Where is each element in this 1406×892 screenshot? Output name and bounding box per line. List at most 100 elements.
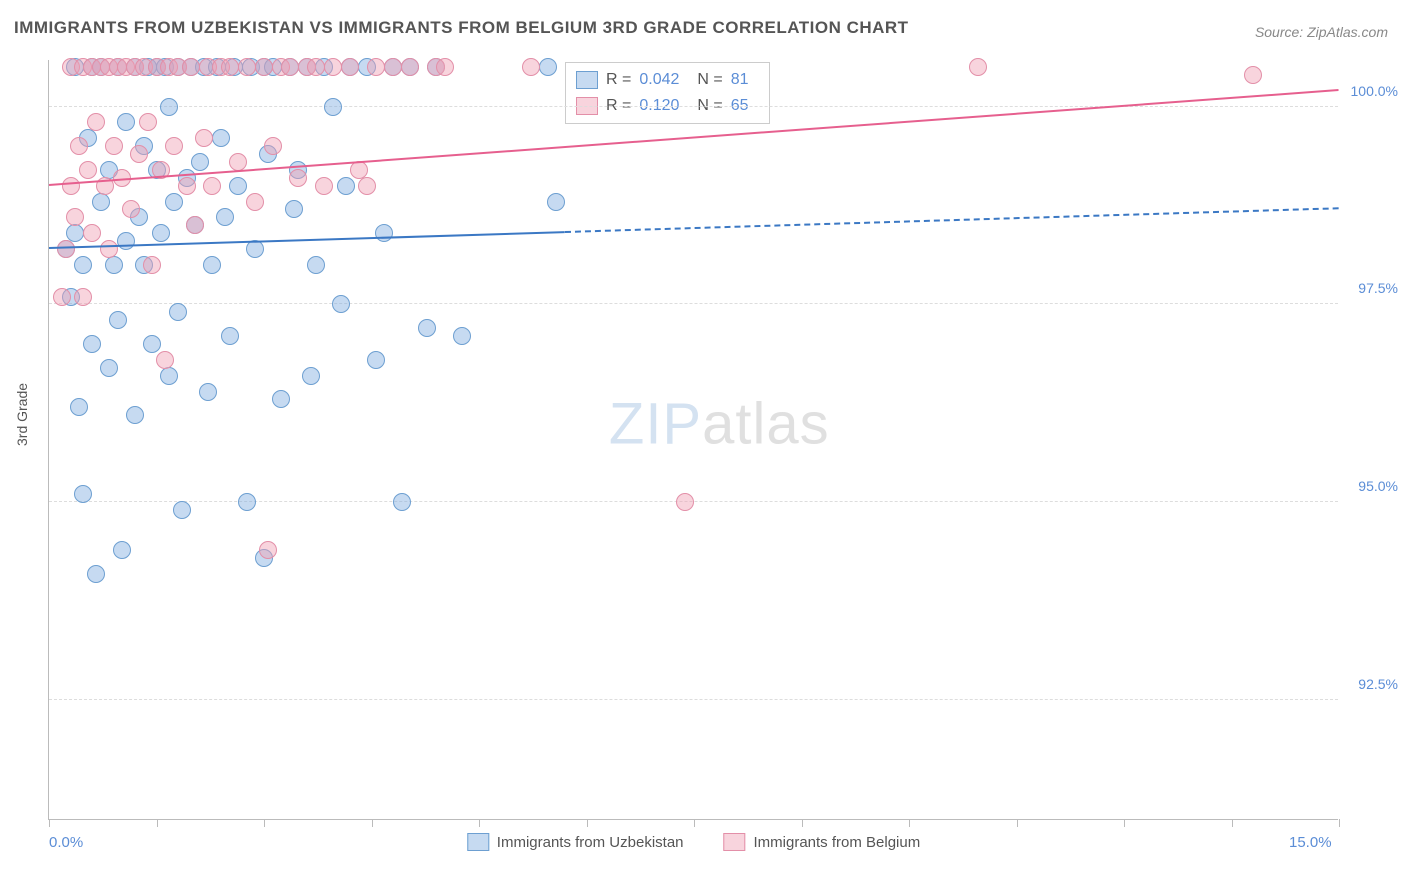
data-point-uzbekistan	[87, 565, 105, 583]
y-axis-label: 3rd Grade	[14, 383, 30, 446]
data-point-uzbekistan	[285, 200, 303, 218]
data-point-uzbekistan	[203, 256, 221, 274]
legend-n-label: N =	[697, 71, 722, 89]
data-point-uzbekistan	[74, 485, 92, 503]
data-point-uzbekistan	[83, 335, 101, 353]
data-point-belgium	[307, 58, 325, 76]
x-tick	[802, 819, 803, 827]
x-tick	[372, 819, 373, 827]
plot-area: ZIPatlas R =0.042N =81R =0.120N =65 Immi…	[48, 60, 1338, 820]
data-point-belgium	[358, 177, 376, 195]
data-point-belgium	[255, 58, 273, 76]
data-point-belgium	[62, 177, 80, 195]
data-point-uzbekistan	[238, 493, 256, 511]
data-point-belgium	[324, 58, 342, 76]
watermark: ZIPatlas	[609, 391, 830, 458]
gridline	[49, 699, 1338, 700]
data-point-belgium	[676, 493, 694, 511]
legend-r-value: 0.042	[639, 71, 689, 89]
data-point-belgium	[130, 145, 148, 163]
data-point-belgium	[74, 288, 92, 306]
data-point-uzbekistan	[70, 398, 88, 416]
data-point-uzbekistan	[375, 224, 393, 242]
y-tick-label: 95.0%	[1358, 478, 1398, 494]
data-point-belgium	[122, 200, 140, 218]
trend-line-uzbekistan	[565, 207, 1339, 233]
data-point-uzbekistan	[302, 367, 320, 385]
correlation-legend: R =0.042N =81R =0.120N =65	[565, 62, 770, 124]
data-point-uzbekistan	[212, 129, 230, 147]
data-point-uzbekistan	[113, 541, 131, 559]
data-point-uzbekistan	[272, 390, 290, 408]
data-point-uzbekistan	[105, 256, 123, 274]
x-tick	[1124, 819, 1125, 827]
legend-swatch	[724, 833, 746, 851]
data-point-uzbekistan	[165, 193, 183, 211]
data-point-belgium	[264, 137, 282, 155]
data-point-uzbekistan	[126, 406, 144, 424]
data-point-uzbekistan	[74, 256, 92, 274]
data-point-belgium	[70, 137, 88, 155]
data-point-belgium	[315, 177, 333, 195]
data-point-uzbekistan	[109, 311, 127, 329]
data-point-uzbekistan	[173, 501, 191, 519]
data-point-uzbekistan	[337, 177, 355, 195]
data-point-belgium	[53, 288, 71, 306]
legend-r-label: R =	[606, 71, 631, 89]
x-tick	[1339, 819, 1340, 827]
x-tick-label: 0.0%	[49, 834, 83, 851]
y-tick-label: 97.5%	[1358, 280, 1398, 296]
legend-item-belgium: Immigrants from Belgium	[724, 833, 921, 851]
x-tick	[909, 819, 910, 827]
data-point-uzbekistan	[418, 319, 436, 337]
data-point-belgium	[289, 169, 307, 187]
data-point-belgium	[105, 137, 123, 155]
data-point-uzbekistan	[367, 351, 385, 369]
data-point-belgium	[401, 58, 419, 76]
data-point-belgium	[203, 177, 221, 195]
data-point-belgium	[436, 58, 454, 76]
x-tick	[1232, 819, 1233, 827]
x-tick-label: 15.0%	[1289, 834, 1332, 851]
data-point-belgium	[341, 58, 359, 76]
x-tick	[1017, 819, 1018, 827]
x-tick	[479, 819, 480, 827]
data-point-belgium	[195, 129, 213, 147]
data-point-belgium	[259, 541, 277, 559]
data-point-belgium	[87, 113, 105, 131]
data-point-belgium	[182, 58, 200, 76]
data-point-uzbekistan	[324, 98, 342, 116]
legend-n-value: 81	[731, 71, 759, 89]
data-point-uzbekistan	[143, 335, 161, 353]
legend-item-uzbekistan: Immigrants from Uzbekistan	[467, 833, 684, 851]
data-point-belgium	[186, 216, 204, 234]
legend-swatch	[467, 833, 489, 851]
data-point-belgium	[384, 58, 402, 76]
data-point-uzbekistan	[332, 295, 350, 313]
data-point-uzbekistan	[216, 208, 234, 226]
data-point-belgium	[281, 58, 299, 76]
y-tick-label: 100.0%	[1351, 83, 1398, 99]
data-point-uzbekistan	[92, 193, 110, 211]
data-point-belgium	[522, 58, 540, 76]
legend-swatch	[576, 71, 598, 89]
data-point-belgium	[100, 240, 118, 258]
data-point-uzbekistan	[117, 113, 135, 131]
data-point-belgium	[79, 161, 97, 179]
data-point-uzbekistan	[307, 256, 325, 274]
data-point-belgium	[143, 256, 161, 274]
gridline	[49, 106, 1338, 107]
x-tick	[49, 819, 50, 827]
legend-label: Immigrants from Belgium	[754, 834, 921, 851]
data-point-uzbekistan	[169, 303, 187, 321]
x-tick	[157, 819, 158, 827]
chart-title: IMMIGRANTS FROM UZBEKISTAN VS IMMIGRANTS…	[14, 18, 909, 38]
data-point-belgium	[246, 193, 264, 211]
data-point-uzbekistan	[453, 327, 471, 345]
data-point-belgium	[83, 224, 101, 242]
data-point-belgium	[156, 351, 174, 369]
data-point-uzbekistan	[160, 367, 178, 385]
data-point-uzbekistan	[547, 193, 565, 211]
gridline	[49, 303, 1338, 304]
data-point-belgium	[367, 58, 385, 76]
